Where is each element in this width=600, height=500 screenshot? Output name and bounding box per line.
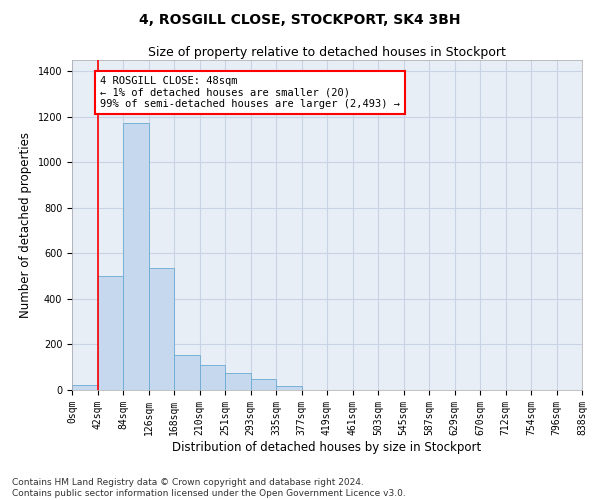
Text: 4 ROSGILL CLOSE: 48sqm
← 1% of detached houses are smaller (20)
99% of semi-deta: 4 ROSGILL CLOSE: 48sqm ← 1% of detached … [100, 76, 400, 109]
Bar [149, 268, 174, 390]
Bar [123, 122, 149, 390]
X-axis label: Distribution of detached houses by size in Stockport: Distribution of detached houses by size … [172, 440, 482, 454]
Bar [72, 386, 97, 390]
Title: Size of property relative to detached houses in Stockport: Size of property relative to detached ho… [148, 46, 506, 59]
Bar [174, 354, 199, 390]
Bar [276, 386, 302, 390]
Bar [225, 373, 251, 390]
Bar [97, 276, 123, 390]
Y-axis label: Number of detached properties: Number of detached properties [19, 132, 32, 318]
Bar [199, 365, 225, 390]
Text: 4, ROSGILL CLOSE, STOCKPORT, SK4 3BH: 4, ROSGILL CLOSE, STOCKPORT, SK4 3BH [139, 12, 461, 26]
Text: Contains HM Land Registry data © Crown copyright and database right 2024.
Contai: Contains HM Land Registry data © Crown c… [12, 478, 406, 498]
Bar [251, 378, 276, 390]
